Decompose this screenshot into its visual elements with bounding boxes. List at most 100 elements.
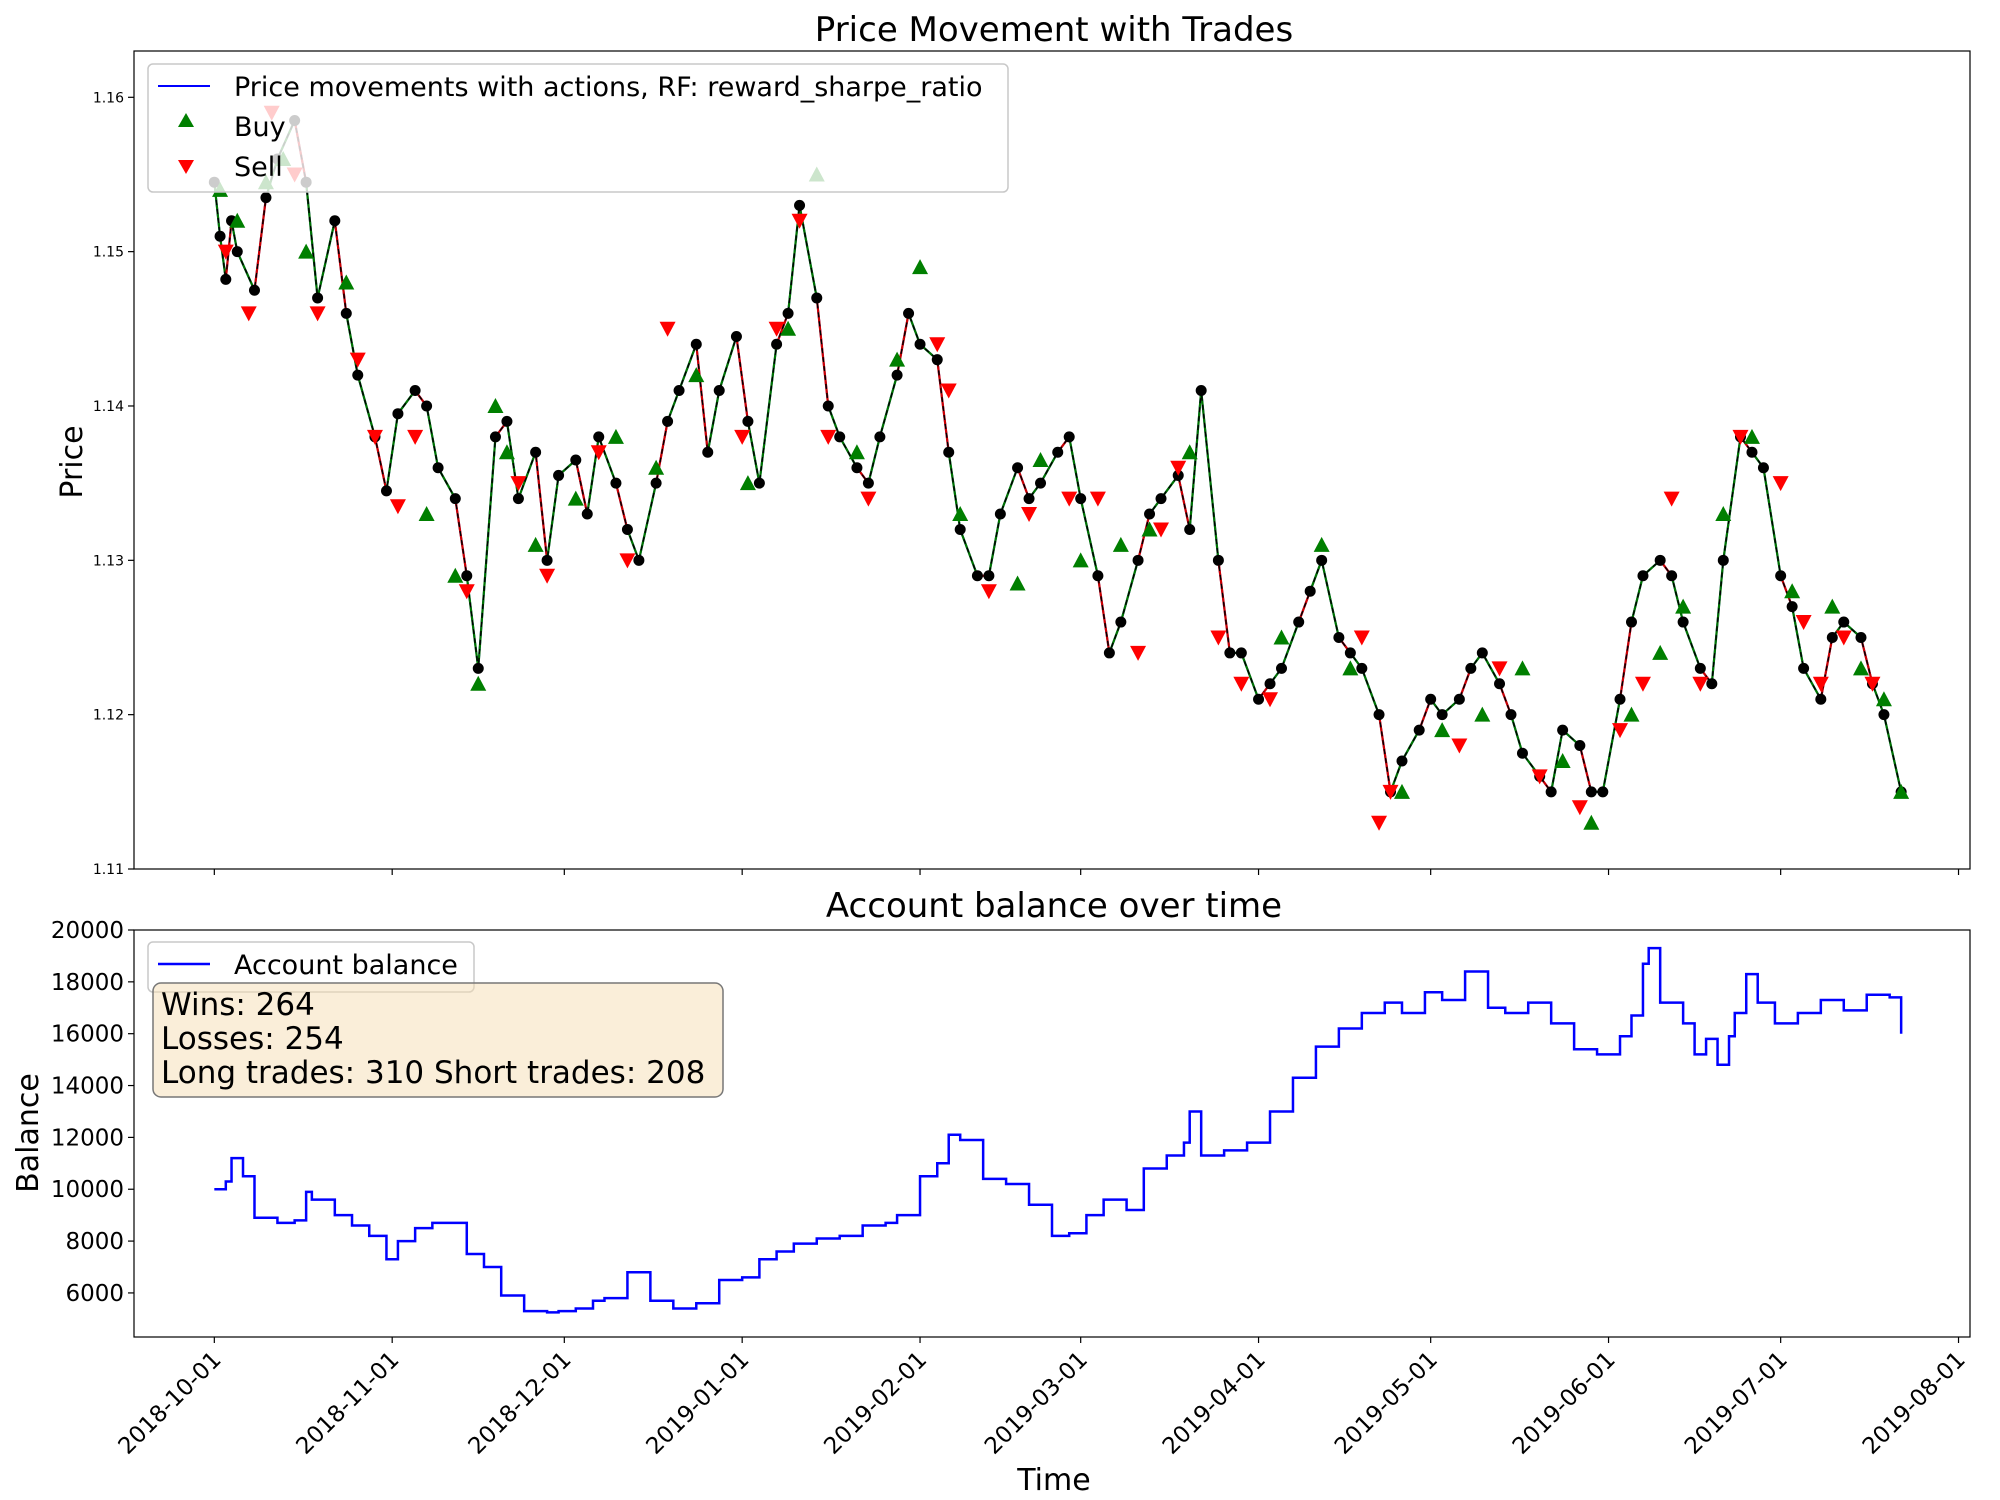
- sell-marker: [389, 499, 406, 515]
- close-marker: [994, 508, 1006, 520]
- balance-y-tick-label: 12000: [51, 1125, 124, 1151]
- balance-x-tick-label: 2019-07-01: [1680, 1347, 1793, 1460]
- buy-marker: [607, 428, 624, 444]
- close-marker: [1694, 662, 1706, 674]
- buy-marker: [1393, 783, 1410, 799]
- buy-marker: [848, 444, 865, 460]
- buy-marker: [1784, 583, 1801, 599]
- buy-marker: [952, 506, 969, 522]
- legend-buy-swatch: [178, 113, 194, 127]
- close-marker: [690, 338, 702, 350]
- close-marker: [782, 307, 794, 319]
- trade-segment: [385, 413, 400, 492]
- close-marker: [1516, 747, 1528, 759]
- close-marker: [1574, 740, 1586, 752]
- close-marker: [1075, 493, 1087, 505]
- legend-price-label: Price movements with actions, RF: reward…: [234, 72, 983, 103]
- close-marker: [1293, 616, 1305, 628]
- close-marker: [581, 508, 593, 520]
- buy-marker: [229, 212, 246, 228]
- close-marker: [1614, 693, 1626, 705]
- close-marker: [248, 284, 260, 296]
- stats-wins: Wins: 264: [161, 987, 315, 1023]
- sell-marker: [619, 553, 636, 569]
- close-marker: [1677, 616, 1689, 628]
- close-marker: [771, 338, 783, 350]
- price-y-tick-label: 1.12: [93, 708, 124, 724]
- close-marker: [713, 385, 725, 397]
- close-marker: [1092, 570, 1104, 582]
- position-connector-line: [213, 118, 1902, 794]
- close-marker: [971, 570, 983, 582]
- price-y-axis-label: Price: [55, 425, 90, 498]
- sell-marker: [940, 383, 957, 399]
- balance-y-tick-label: 8000: [65, 1229, 124, 1255]
- buy-marker: [889, 351, 906, 367]
- legend-sell-swatch: [178, 160, 194, 174]
- close-marker: [1144, 508, 1156, 520]
- buy-marker: [1072, 552, 1089, 568]
- close-marker: [1212, 554, 1224, 566]
- sell-marker: [1571, 800, 1588, 816]
- buy-marker: [298, 243, 315, 259]
- balance-line: [214, 946, 1903, 1314]
- sell-marker: [1812, 676, 1829, 692]
- sell-marker: [1021, 507, 1038, 523]
- close-marker: [1654, 554, 1666, 566]
- close-marker: [983, 570, 995, 582]
- trade-segment: [1177, 475, 1191, 530]
- close-marker: [461, 570, 473, 582]
- sell-marker: [217, 244, 234, 260]
- trade-segment: [574, 459, 589, 515]
- trade-segment: [1240, 652, 1260, 700]
- close-marker: [1035, 477, 1047, 489]
- sell-marker: [407, 429, 424, 445]
- close-marker: [702, 446, 714, 458]
- buy-marker: [1181, 444, 1198, 460]
- close-marker: [633, 554, 645, 566]
- close-marker: [1494, 678, 1506, 690]
- buy-marker: [1875, 691, 1892, 707]
- close-marker: [1585, 786, 1597, 798]
- close-marker: [352, 369, 364, 381]
- sell-marker: [860, 491, 877, 507]
- close-marker: [1706, 678, 1718, 690]
- buy-marker: [1032, 452, 1049, 467]
- close-marker: [1195, 385, 1207, 397]
- balance-x-tick-label: 2018-11-01: [292, 1347, 405, 1460]
- close-marker: [214, 230, 226, 242]
- sell-marker: [1353, 630, 1370, 646]
- close-marker: [1155, 493, 1167, 505]
- buy-marker: [1852, 660, 1869, 676]
- close-marker: [1465, 662, 1477, 674]
- close-marker: [231, 246, 243, 258]
- close-marker: [449, 493, 461, 505]
- trade-segment: [517, 451, 537, 499]
- close-marker: [260, 192, 272, 204]
- buy-marker: [1342, 660, 1359, 676]
- close-marker: [380, 485, 392, 497]
- sell-marker: [1612, 723, 1629, 739]
- buy-marker: [418, 506, 435, 522]
- sell-marker: [820, 429, 837, 445]
- close-marker: [1557, 724, 1569, 736]
- close-marker: [1235, 647, 1247, 659]
- close-marker: [650, 477, 662, 489]
- price-y-tick-label: 1.15: [93, 245, 124, 261]
- close-marker: [1184, 523, 1196, 535]
- close-marker: [891, 369, 903, 381]
- price-y-tick-label: 1.14: [93, 399, 124, 415]
- legend-sell-label: Sell: [234, 152, 283, 183]
- balance-legend: Account balance: [147, 941, 475, 993]
- close-marker: [1453, 693, 1465, 705]
- close-marker: [931, 354, 943, 366]
- balance-y-tick-label: 20000: [51, 918, 124, 944]
- balance-x-tick-label: 2019-08-01: [1858, 1347, 1971, 1460]
- sell-marker: [768, 321, 785, 337]
- balance-y-tick-label: 16000: [51, 1022, 124, 1048]
- stats-losses: Losses: 254: [161, 1021, 344, 1057]
- buy-marker: [1474, 706, 1491, 722]
- trade-segment: [1882, 714, 1903, 793]
- trade-segment: [695, 344, 709, 453]
